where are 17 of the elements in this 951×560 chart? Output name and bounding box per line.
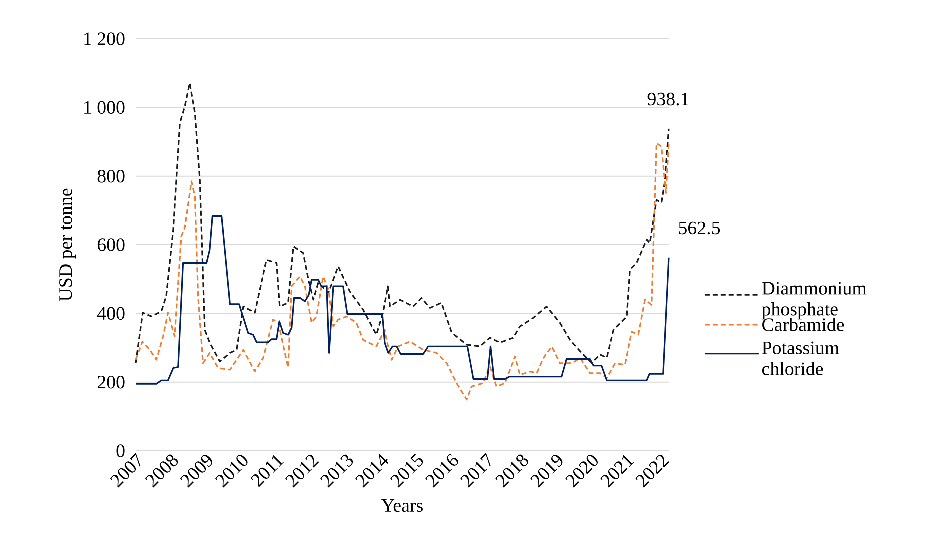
legend-label: Carbamide (762, 318, 844, 332)
legend-label: Potassium chloride (762, 342, 840, 376)
line-series (135, 142, 670, 401)
y-tick-label: 1 200 (84, 32, 125, 46)
x-tick-label: 2011 (251, 455, 284, 488)
y-tick-label: 800 (98, 170, 125, 183)
annotation: 562.5 (679, 222, 720, 235)
annotation: 938.1 (648, 92, 689, 106)
y-axis-title: USD per tonne (60, 188, 76, 302)
legend-label: Diammonium phosphate (762, 282, 867, 320)
y-tick-label: 200 (98, 376, 125, 389)
line-series (135, 215, 670, 385)
y-tick-label: 400 (97, 307, 125, 320)
x-axis-title: Years (382, 500, 423, 512)
x-tick-label: 2021 (600, 455, 634, 488)
y-tick-label: 600 (98, 238, 125, 252)
y-tick-label: 1 000 (84, 101, 125, 114)
